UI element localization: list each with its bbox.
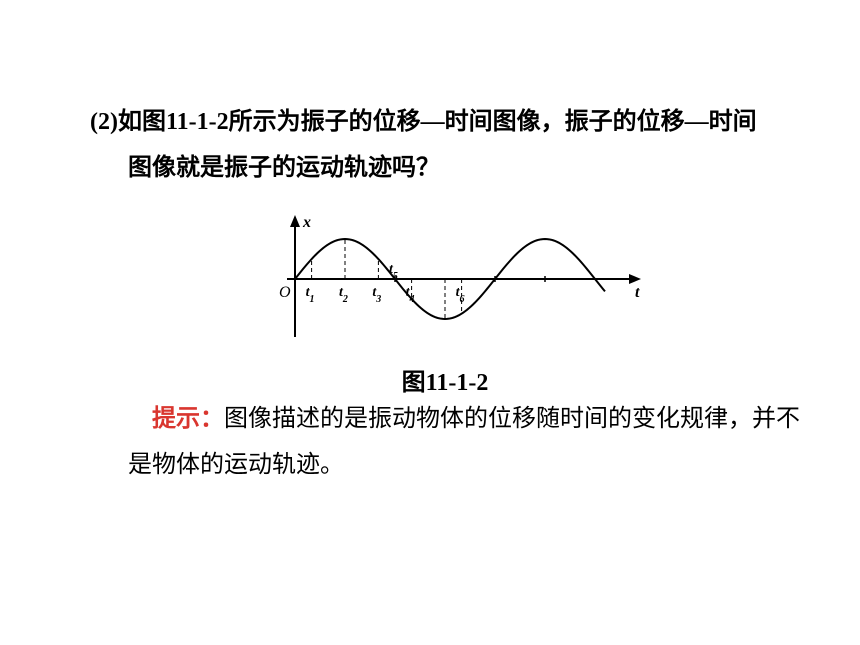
question-number: (2) (90, 109, 118, 135)
hint-label: 提示： (152, 406, 224, 432)
displacement-time-graph: xtOt1t2t3t4t6t5 (235, 209, 655, 349)
hint-body: 图像描述的是振动物体的位移随时间的变化规律，并不是物体的运动轨迹。 (128, 406, 800, 478)
svg-text:t1: t1 (306, 285, 315, 305)
hint-text: 提示：图像描述的是振动物体的位移随时间的变化规律，并不是物体的运动轨迹。 (90, 397, 800, 488)
question-line1: 如图11-1-2所示为振子的位移—时间图像，振子的位移—时间 (118, 109, 757, 135)
svg-text:t6: t6 (456, 285, 465, 305)
question-text: (2)如图11-1-2所示为振子的位移—时间图像，振子的位移—时间 图像就是振子… (90, 100, 800, 191)
svg-text:t3: t3 (372, 285, 381, 305)
svg-text:t: t (635, 284, 640, 301)
question-line2: 图像就是振子的运动轨迹吗？ (128, 155, 440, 181)
svg-text:x: x (302, 214, 311, 231)
svg-text:t2: t2 (339, 285, 348, 305)
figure-caption: 图11-1-2 (90, 362, 800, 397)
svg-text:t4: t4 (406, 285, 415, 305)
svg-text:O: O (279, 284, 291, 301)
diagram-container: xtOt1t2t3t4t6t5 (90, 209, 800, 354)
